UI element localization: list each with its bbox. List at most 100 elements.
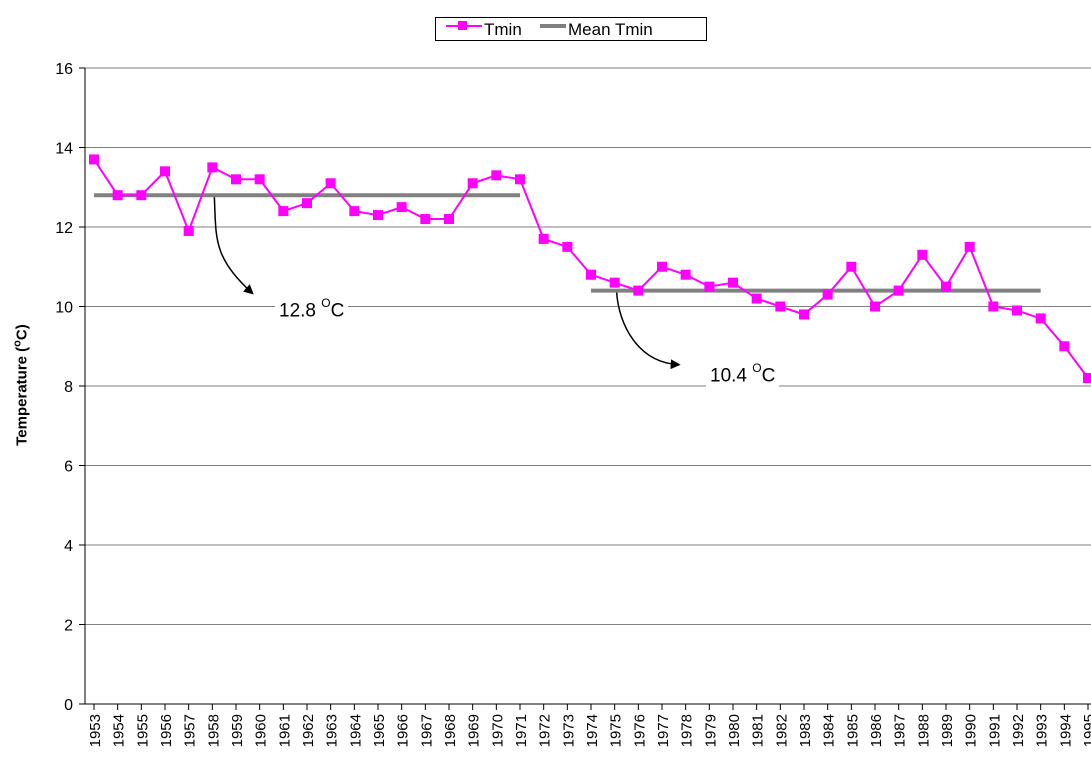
gridlines	[85, 67, 1091, 625]
x-tick-label: 1976	[631, 714, 648, 747]
x-tick-label: 1965	[371, 714, 388, 747]
y-tick-label: 4	[64, 538, 73, 555]
tmin-point-1963	[325, 178, 336, 189]
tmin-point-1973	[562, 241, 573, 252]
tmin-point-1979	[704, 281, 715, 292]
annotation-arrow-2	[615, 292, 681, 370]
tmin-point-1980	[728, 277, 738, 288]
x-tick-label: 1978	[679, 714, 696, 747]
x-tick-label: 1984	[821, 714, 838, 747]
tmin-point-1977	[657, 261, 667, 272]
y-axis-label: Temperature (oC)	[11, 324, 31, 446]
x-tick-label: 1980	[726, 714, 743, 747]
x-tick-label: 1964	[347, 714, 364, 747]
x-tick-label: 1961	[276, 714, 293, 747]
tmin-point-1989	[941, 281, 951, 292]
x-tick-label: 1954	[111, 714, 128, 747]
tmin-point-1959	[231, 174, 241, 185]
x-tick-label: 1955	[134, 714, 151, 747]
x-tick-label: 1953	[87, 714, 104, 747]
x-tick-label: 1967	[418, 714, 435, 747]
y-tick-label: 16	[55, 61, 73, 78]
y-tick-label: 2	[64, 618, 73, 635]
tmin-point-1955	[136, 190, 147, 201]
tmin-point-1961	[278, 206, 289, 217]
legend-mean-label: Mean Tmin	[568, 20, 653, 39]
tmin-point-1976	[633, 285, 644, 296]
tmin-point-1983	[799, 309, 809, 320]
x-tick-label: 1993	[1034, 714, 1051, 747]
x-tick-label: 1985	[844, 714, 861, 747]
x-tick-label: 1981	[750, 714, 767, 747]
x-tick-label: 1990	[963, 714, 980, 747]
x-tick-label: 1963	[324, 714, 341, 747]
tmin-point-1982	[775, 301, 786, 312]
tmin-point-1991	[988, 301, 999, 312]
x-tick-label: 1982	[773, 714, 790, 747]
tmin-point-1984	[822, 289, 833, 300]
tmin-point-1968	[444, 214, 454, 225]
tmin-point-1985	[846, 261, 857, 272]
tmin-line	[93, 158, 1089, 379]
x-tick-label: 1988	[915, 714, 932, 747]
x-tick-label: 1972	[537, 714, 554, 747]
y-tick-labels: 0 2 4 6 8 10 12 14 16	[55, 61, 73, 714]
x-tick-label: 1986	[868, 714, 885, 747]
y-tick-label: 8	[64, 379, 73, 396]
x-tick-label: 1966	[395, 714, 412, 747]
x-tick-label: 1979	[702, 714, 719, 747]
x-tick-label: 1968	[442, 714, 459, 747]
y-tick-label: 0	[64, 697, 73, 714]
annotation-arrows	[213, 197, 681, 370]
tmin-point-1987	[893, 285, 904, 296]
tmin-point-1974	[586, 269, 596, 280]
y-tick-label: 12	[55, 220, 73, 237]
tmin-series	[89, 154, 1091, 384]
tmin-point-1988	[917, 249, 928, 260]
tmin-point-1992	[1012, 305, 1022, 316]
tmin-point-1960	[254, 174, 265, 185]
x-tick-label: 1959	[229, 714, 246, 747]
x-tick-labels: 1953 1954 1955 1956 1957 1958 1959 1960 1961 1962…	[87, 714, 1091, 747]
tmin-point-1964	[349, 206, 360, 217]
tmin-point-1966	[396, 202, 407, 213]
x-tick-label: 1956	[158, 714, 175, 747]
x-tick-label: 1987	[892, 714, 909, 747]
legend-swatches	[446, 21, 566, 30]
tmin-point-1971	[515, 174, 525, 185]
tmin-point-1972	[538, 233, 549, 244]
legend: Tmin Mean Tmin	[435, 17, 707, 41]
x-tick-label: 1974	[584, 714, 601, 747]
tmin-point-1967	[420, 214, 431, 225]
x-tick-label: 1969	[466, 714, 483, 747]
tmin-point-1981	[751, 293, 762, 304]
tmin-point-1962	[302, 198, 312, 209]
tmin-point-1970	[491, 170, 502, 181]
x-tick-label: 1958	[205, 714, 222, 747]
y-tick-label: 14	[55, 141, 73, 158]
y-tick-label: 10	[55, 300, 73, 317]
annotation-arrow-1	[213, 197, 254, 295]
x-tick-label: 1960	[253, 714, 270, 747]
x-tick-label: 1971	[513, 714, 530, 747]
tmin-point-1975	[609, 277, 620, 288]
tmin-point-1994	[1059, 341, 1070, 352]
annotation-mean-1953-1971: 12.8 OC	[275, 296, 349, 323]
x-tick-label: 1992	[1010, 714, 1027, 747]
legend-tmin-marker	[458, 21, 467, 30]
tmin-point-1956	[160, 166, 170, 177]
x-tick-label: 1973	[560, 714, 577, 747]
x-tick-label: 1977	[655, 714, 672, 747]
tmin-point-1953	[89, 154, 99, 165]
tmin-point-1990	[964, 241, 975, 252]
tmin-point-1978	[680, 269, 691, 280]
tmin-point-1957	[183, 225, 194, 236]
x-tick-label: 1975	[608, 714, 625, 747]
annotation-mean-1974-1993: 10.4 OC	[706, 361, 780, 388]
tmin-point-1958	[207, 162, 218, 173]
tmin-point-1993	[1035, 313, 1046, 324]
x-tick-label: 1970	[489, 714, 506, 747]
tmin-point-1995	[1083, 373, 1091, 384]
tmin-point-1986	[870, 301, 880, 312]
y-tick-label: 6	[64, 459, 73, 476]
